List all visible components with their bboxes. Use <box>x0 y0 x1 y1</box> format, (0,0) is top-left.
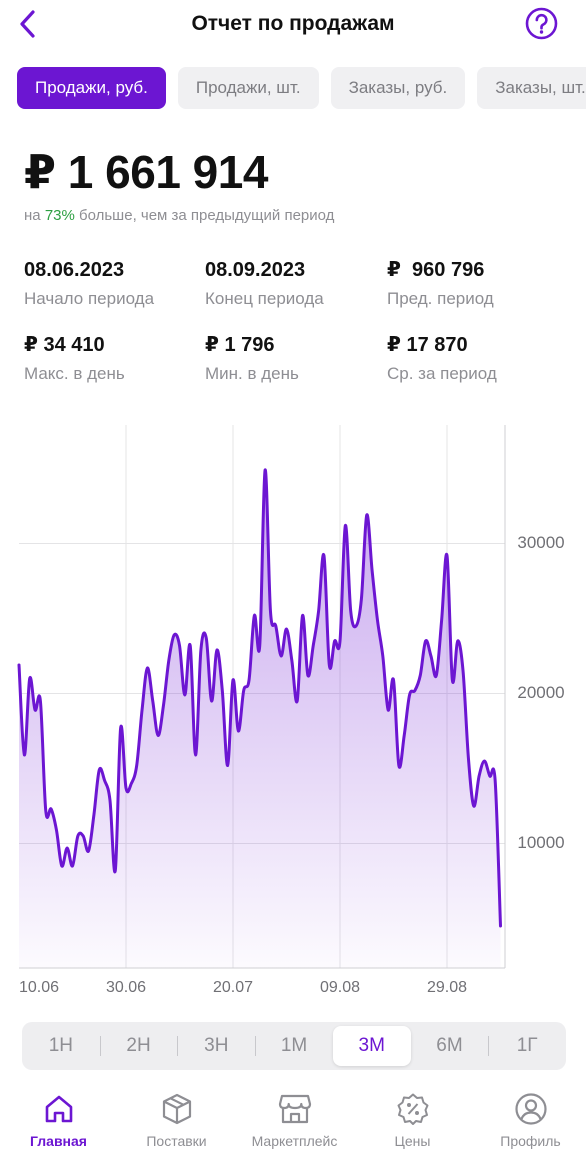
tab[interactable]: Заказы, руб. <box>330 67 466 109</box>
x-tick-label: 09.08 <box>320 979 360 996</box>
stat-value: ₽ 1 796 <box>205 334 275 356</box>
line <box>17 468 502 928</box>
period-option[interactable]: 1Н <box>48 1035 73 1056</box>
x-tick-label: 30.06 <box>106 979 146 996</box>
nav-label: Главная <box>30 1133 87 1149</box>
x-tick-label: 29.08 <box>427 979 467 996</box>
help-button[interactable] <box>525 7 558 40</box>
nav-profile[interactable]: Профиль <box>472 1092 586 1150</box>
store-icon <box>278 1094 311 1124</box>
nav-label: Поставки <box>146 1133 207 1149</box>
profile-icon <box>514 1093 547 1125</box>
tab[interactable]: Заказы, шт. <box>477 67 586 109</box>
period-option[interactable]: 2Н <box>99 1026 178 1066</box>
stat-label: Мин. в день <box>205 364 299 383</box>
comparison-prefix: на <box>24 207 41 224</box>
stat-label: Конец периода <box>205 289 324 308</box>
period-option[interactable]: 1Г <box>488 1026 566 1066</box>
nav-home[interactable]: Главная <box>0 1092 117 1150</box>
nav-label: Профиль <box>500 1133 561 1149</box>
nav-supplies[interactable]: Поставки <box>118 1092 235 1150</box>
period-option[interactable]: 1М <box>255 1026 333 1066</box>
stat-label: Ср. за период <box>387 364 497 383</box>
nav-marketplace[interactable]: Маркетплейс <box>236 1092 353 1150</box>
tab[interactable]: Продажи, руб. <box>17 67 166 109</box>
nav-prices[interactable]: Цены <box>354 1092 471 1150</box>
comparison: на 73% больше, чем за предыдущий период <box>24 206 334 226</box>
period-option[interactable]: 6М <box>436 1035 463 1056</box>
tab[interactable]: Продажи, шт. <box>177 67 319 109</box>
stat-value: 08.09.2023 <box>205 259 306 281</box>
y-tick-label: 10000 <box>517 833 564 852</box>
period-selector: 1Н 2Н 3Н 1М 3М 6М 1Г <box>22 1022 566 1070</box>
comparison-percent: 73% <box>44 207 75 224</box>
box-icon <box>162 1093 191 1125</box>
comparison-suffix: больше, чем за предыдущий период <box>79 207 335 224</box>
period-option[interactable]: 3М <box>332 1026 411 1066</box>
screen-title: Отчет по продажам <box>191 12 395 35</box>
y-tick-label: 30000 <box>517 533 564 552</box>
home-icon <box>45 1095 72 1123</box>
stat-value: ₽ 34 410 <box>24 334 105 356</box>
x-tick-label: 10.06 <box>19 979 59 996</box>
nav-label: Маркетплейс <box>251 1133 338 1149</box>
x-tick-label: 20.07 <box>213 979 253 996</box>
price-icon <box>397 1093 428 1125</box>
stat-label: Макс. в день <box>24 364 125 383</box>
back-button[interactable] <box>14 8 42 40</box>
stat-label: Начало периода <box>24 289 155 308</box>
tab-strip: Продажи, руб. Продажи, шт. Заказы, руб. Зак… <box>17 67 586 110</box>
stat-label: Пред. период <box>387 289 494 308</box>
sales-chart: 10000 20000 30000 10.06 30.06 20.07 09.08 29.08 <box>17 425 565 996</box>
stat-value: ₽ 17 870 <box>387 334 468 356</box>
area <box>19 469 501 968</box>
y-tick-label: 20000 <box>517 683 564 702</box>
total-sales: ₽ 1 661 914 <box>24 146 268 198</box>
period-option[interactable]: 3Н <box>177 1026 255 1066</box>
stat-value: ₽ 960 796 <box>387 259 485 281</box>
nav-label: Цены <box>394 1133 431 1149</box>
stat-value: 08.06.2023 <box>24 259 125 281</box>
